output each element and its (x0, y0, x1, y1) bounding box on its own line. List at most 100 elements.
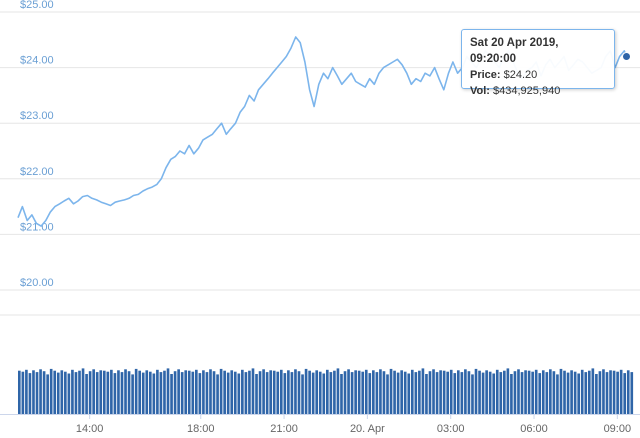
tooltip-volume-row: Vol: $434,925,940 (470, 83, 606, 99)
volume-bar (148, 371, 152, 414)
volume-bar (559, 368, 563, 414)
volume-bar (205, 372, 209, 414)
hover-point-marker[interactable] (622, 51, 632, 61)
y-tick-label: $22.00 (20, 166, 54, 178)
volume-bar (552, 371, 556, 414)
volume-bar (382, 371, 386, 414)
volume-bar (21, 371, 25, 414)
volume-bar (25, 369, 28, 414)
volume-bar (276, 371, 280, 414)
volume-bar (577, 373, 580, 414)
volume-bar (446, 371, 450, 414)
y-tick-label: $21.00 (20, 221, 54, 233)
volume-bar (630, 372, 634, 414)
volume-bar (587, 370, 591, 414)
volume-bar (279, 369, 283, 414)
volume-bar (386, 374, 389, 414)
tooltip-date: Sat 20 Apr 2019, 09:20:00 (470, 37, 559, 65)
x-tick-label: 14:00 (76, 423, 104, 435)
volume-bar (134, 368, 138, 414)
volume-bar (138, 370, 142, 414)
volume-bar (488, 371, 492, 414)
volume-bar (265, 372, 269, 414)
volume-bar (421, 368, 425, 414)
volume-bar (241, 369, 244, 414)
x-tick-label: 18:00 (187, 423, 215, 435)
volume-bar (152, 373, 156, 414)
x-tick-label: 06:00 (520, 423, 548, 435)
volume-bar (573, 371, 577, 414)
volume-bar (372, 370, 375, 414)
volume-bar (506, 368, 510, 414)
volume-bar (580, 369, 584, 414)
volume-bar (503, 370, 506, 414)
volume-bar (233, 371, 237, 414)
volume-bar (244, 372, 248, 414)
volume-bar (354, 370, 357, 414)
volume-bar (145, 370, 149, 414)
tooltip-volume-value: $434,925,940 (493, 85, 561, 97)
volume-bar (563, 370, 566, 414)
volume-bar (131, 374, 134, 414)
x-tick-label: 20. Apr (350, 423, 385, 435)
volume-bar (393, 370, 396, 414)
volume-bar (92, 369, 95, 414)
volume-bar (262, 369, 265, 414)
volume-bar (439, 370, 442, 414)
y-tick-label: $25.00 (20, 0, 54, 11)
volume-bar (251, 368, 255, 414)
y-tick-label: $23.00 (20, 110, 54, 122)
volume-bar (180, 372, 184, 414)
volume-bar (198, 373, 202, 414)
volume-bar (173, 371, 177, 414)
volume-bar (517, 369, 520, 414)
volume-bar (407, 373, 411, 414)
volume-bar (400, 370, 403, 414)
volume-bar (28, 373, 32, 414)
volume-bar (159, 372, 163, 414)
tooltip-price-label: Price: (470, 69, 501, 81)
volume-bar (166, 368, 170, 414)
y-tick-label: $20.00 (20, 277, 54, 289)
volume-bar (322, 373, 326, 414)
volume-bar (99, 370, 103, 414)
volume-bar (591, 368, 595, 414)
volume-bar (311, 372, 315, 414)
volume-bar (481, 372, 485, 414)
volume-bar (60, 370, 64, 414)
y-axis: $20.00 $21.00 $22.00 $23.00 $24.00 $25.00 (20, 0, 54, 289)
volume-bar (609, 370, 612, 414)
volume-bar (499, 372, 503, 414)
volume-bar (216, 374, 219, 414)
volume-bar (329, 372, 333, 414)
volume-bar (350, 372, 354, 414)
volume-bar (389, 368, 393, 414)
volume-bar (626, 370, 630, 414)
volume-bar (396, 372, 400, 414)
volume-bar (524, 370, 527, 414)
y-tick-label: $24.00 (20, 55, 54, 67)
volume-bar (315, 370, 319, 414)
volume-bar (124, 369, 127, 414)
volume-bar (326, 369, 329, 414)
volume-bar (308, 370, 311, 414)
volume-bar (495, 369, 499, 414)
volume-bar (64, 371, 67, 414)
volume-bar (297, 371, 301, 414)
volume-bar (368, 373, 372, 414)
volume-bar (364, 369, 368, 414)
volume-bar (301, 374, 304, 414)
volume-bar (294, 369, 297, 414)
volume-bar (432, 369, 435, 414)
volume-bar (566, 372, 570, 414)
volume-bar (290, 372, 294, 414)
volume-bar (81, 368, 85, 414)
volume-bar (538, 373, 542, 414)
volume-bar (71, 369, 74, 414)
volume-bar (595, 374, 598, 414)
volume-bar (219, 368, 223, 414)
volume-bar (269, 370, 272, 414)
volume-bar (127, 371, 131, 414)
volume-bar (343, 371, 347, 414)
volume-bar (78, 370, 81, 414)
